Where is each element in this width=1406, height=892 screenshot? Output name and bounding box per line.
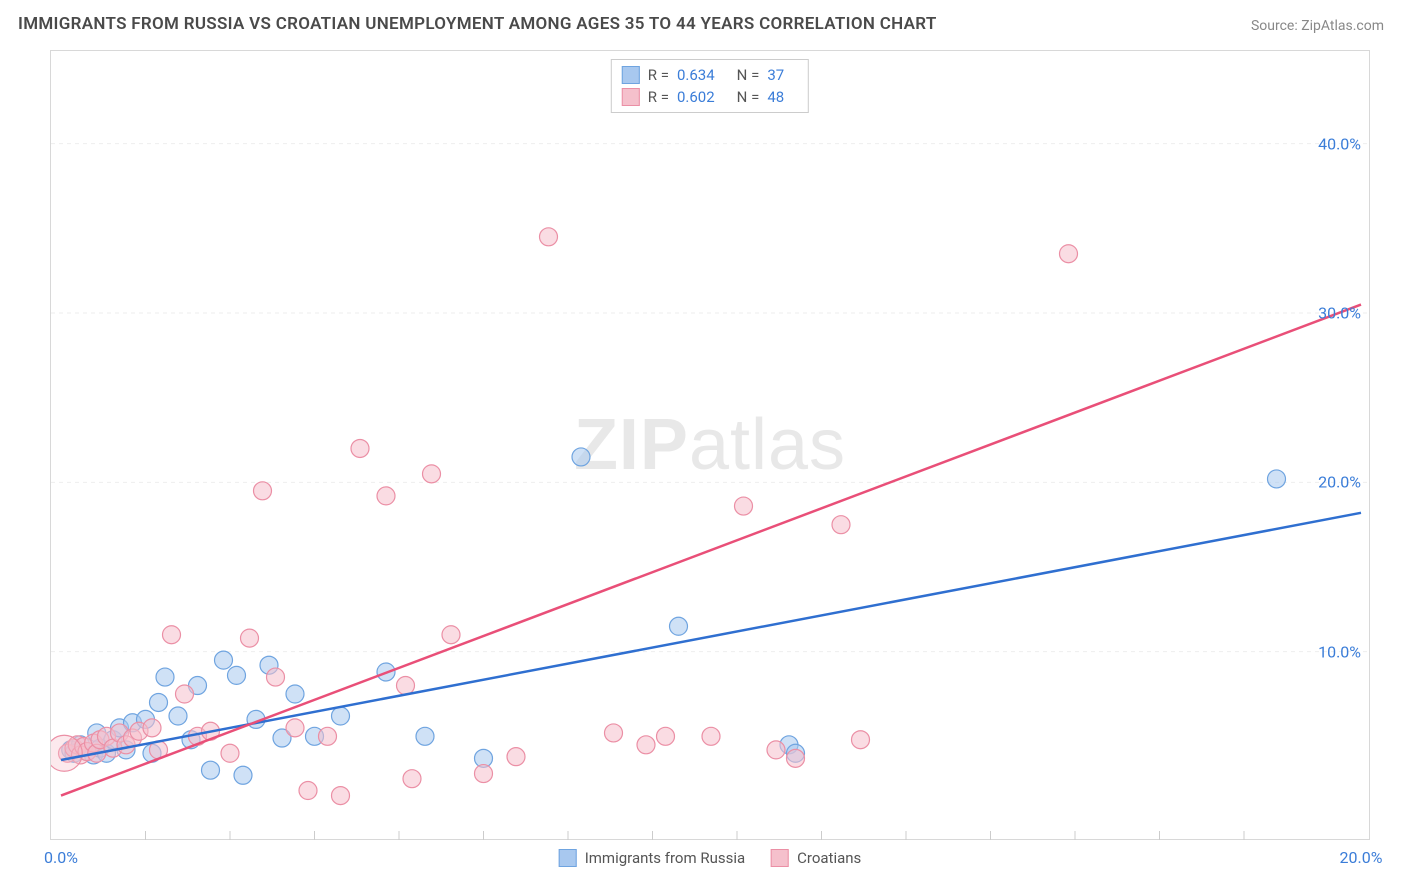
legend-n-value-2: 48: [767, 88, 784, 106]
legend-r-label-2: R =: [648, 88, 669, 106]
scatter-svg: [51, 51, 1371, 841]
y-tick-label: 20.0%: [1318, 473, 1361, 492]
y-tick-label: 30.0%: [1318, 304, 1361, 323]
legend-n-label-2: N =: [737, 88, 760, 106]
source-label: Source: ZipAtlas.com: [1251, 18, 1384, 34]
legend-bottom-label-2: Croatians: [797, 849, 861, 867]
plot-area: ZIPatlas R = 0.634 N = 37 R = 0.602 N = …: [50, 50, 1370, 840]
legend-r-value-2: 0.602: [677, 88, 715, 106]
legend-bottom-swatch-1: [559, 849, 577, 867]
x-tick-label: 20.0%: [1340, 848, 1383, 867]
legend-item-2: Croatians: [771, 849, 861, 867]
legend-r-label-1: R =: [648, 66, 669, 84]
correlation-legend: R = 0.634 N = 37 R = 0.602 N = 48: [611, 59, 809, 113]
legend-r-value-1: 0.634: [677, 66, 715, 84]
legend-n-label-1: N =: [737, 66, 760, 84]
legend-swatch-1: [622, 66, 640, 84]
legend-row-series1: R = 0.634 N = 37: [622, 64, 798, 86]
legend-n-value-1: 37: [767, 66, 784, 84]
y-tick-label: 40.0%: [1318, 134, 1361, 153]
legend-item-1: Immigrants from Russia: [559, 849, 745, 867]
legend-swatch-2: [622, 88, 640, 106]
legend-bottom-swatch-2: [771, 849, 789, 867]
series-legend: Immigrants from Russia Croatians: [559, 849, 862, 867]
chart-title: IMMIGRANTS FROM RUSSIA VS CROATIAN UNEMP…: [18, 14, 937, 34]
y-tick-label: 10.0%: [1318, 642, 1361, 661]
legend-bottom-label-1: Immigrants from Russia: [585, 849, 745, 867]
x-tick-label: 0.0%: [44, 848, 78, 867]
legend-row-series2: R = 0.602 N = 48: [622, 86, 798, 108]
